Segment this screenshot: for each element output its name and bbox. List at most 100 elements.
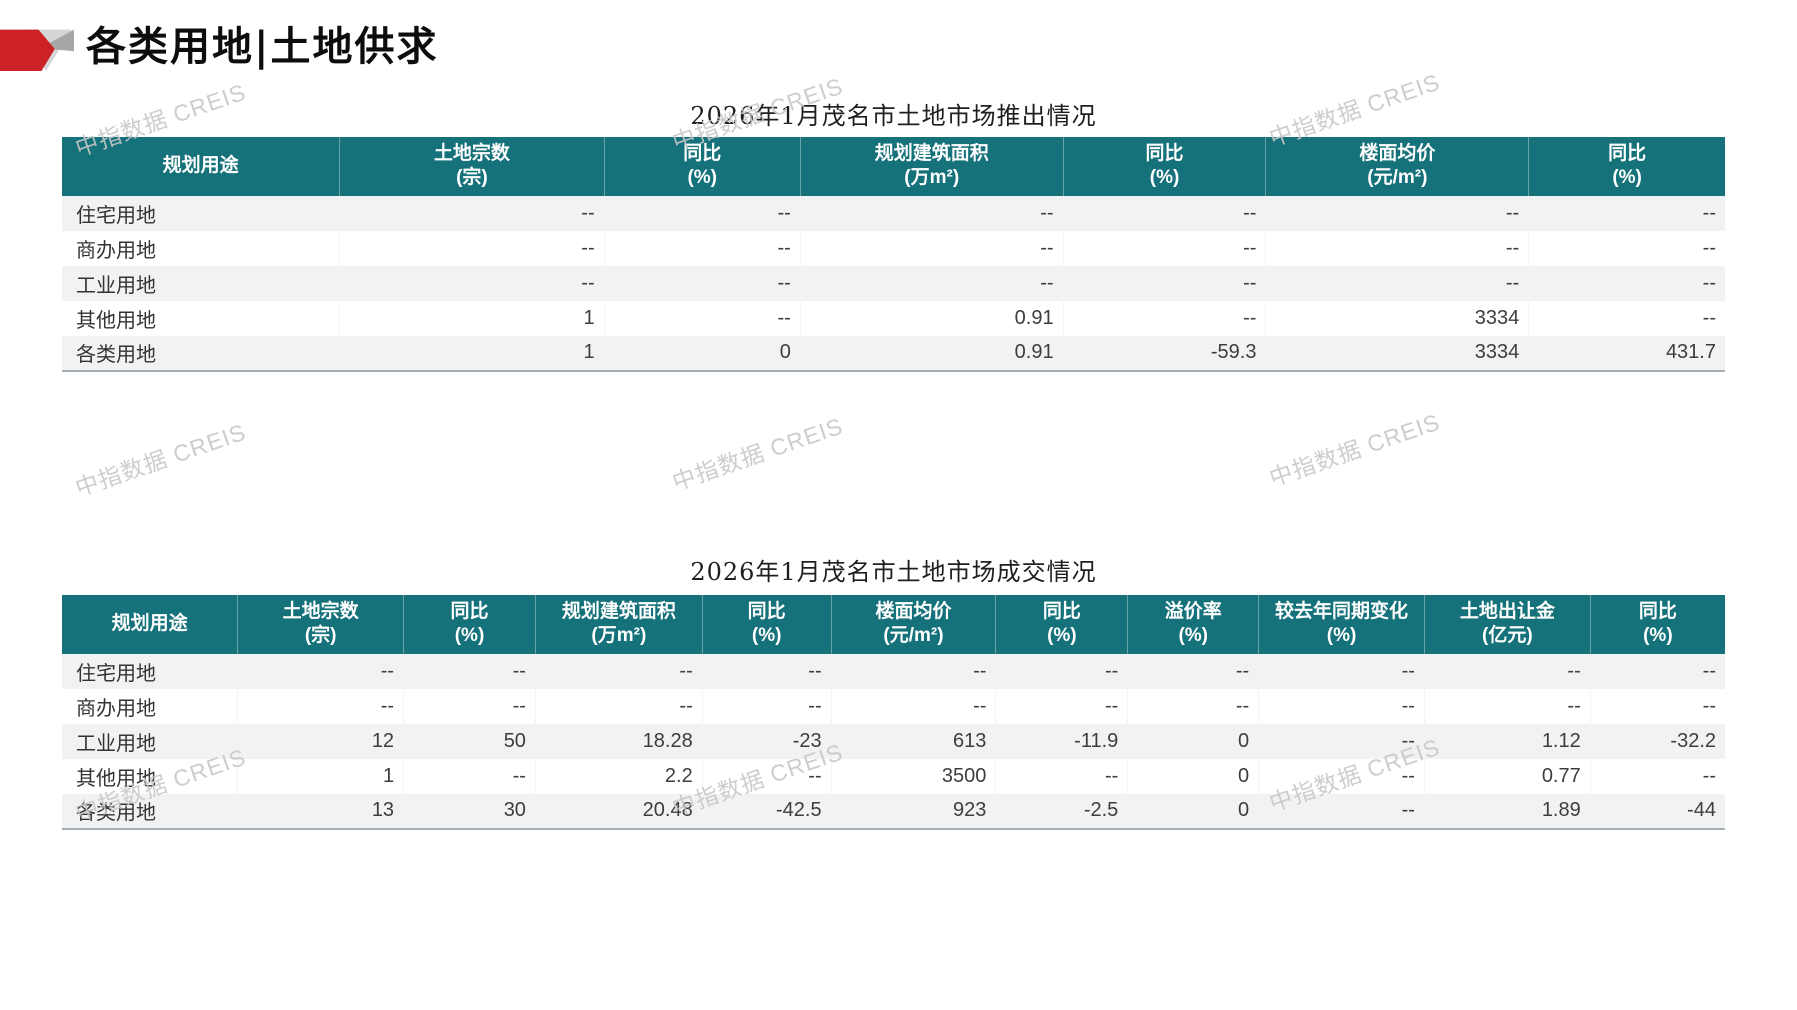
column-header: 楼面均价 (元/m²) [1265,137,1529,196]
column-header: 同比 (%) [603,137,801,196]
table-cell: -11.9 [995,723,1128,759]
supply-table-container: 规划用途 土地宗数 (宗) 同比 (%) 规划建筑面积 (万m²) 同比 (%) 楼面均价 (元/m… [62,137,1725,372]
table-cell: 0.91 [799,335,1064,371]
table-cell: -- [1062,230,1266,266]
row-label: 其他用地 [62,300,340,336]
column-header: 规划用途 [62,137,340,196]
table-cell: 923 [830,793,996,829]
table-cell: 1 [339,335,605,371]
table-cell: -- [1589,688,1725,724]
row-label: 工业用地 [62,723,238,759]
table-cell: -- [1062,195,1266,231]
table-cell: -- [1258,723,1425,759]
watermark: 中指数据 CREIS [71,418,250,502]
table-cell: -44 [1589,793,1725,829]
table-cell: 50 [403,723,536,759]
table-cell: -- [339,265,605,301]
table-row: 工业用地 -- -- -- -- -- -- [62,265,1725,301]
column-header: 规划建筑面积 (万m²) [799,137,1064,196]
column-header: 土地出让金 (亿元) [1423,595,1591,654]
table-cell: -- [1258,793,1425,829]
table-cell: -- [1589,653,1725,689]
table-cell: -- [1258,758,1425,794]
table-cell: -32.2 [1589,723,1725,759]
table-cell: -- [403,653,536,689]
row-label: 工业用地 [62,265,340,301]
table-cell: -- [830,688,996,724]
table-cell: -- [1589,758,1725,794]
table-row: 工业用地 12 50 18.28 -23 613 -11.9 0 -- 1.12 -32.2 [62,723,1725,759]
table-cell: 3334 [1265,300,1529,336]
table-cell: -- [339,195,605,231]
table-cell: -- [799,230,1064,266]
column-header: 楼面均价 (元/m²) [830,595,996,654]
table-title-supply: 2026年1月茂名市土地市场推出情况 [690,102,1097,130]
table-cell: 1.89 [1423,793,1591,829]
page-title: 各类用地|土地供求 [86,23,439,70]
watermark: 中指数据 CREIS [668,412,847,496]
column-header: 同比 (%) [701,595,832,654]
table-cell: 30 [403,793,536,829]
creis-logo [0,27,74,71]
row-label: 商办用地 [62,688,238,724]
row-label: 各类用地 [62,335,340,371]
column-header: 同比 (%) [1589,595,1725,654]
supply-table: 规划用途 土地宗数 (宗) 同比 (%) 规划建筑面积 (万m²) 同比 (%) 楼面均价 (元/m… [62,137,1725,372]
row-label: 住宅用地 [62,195,340,231]
table-cell: -- [1062,300,1266,336]
table-cell: -- [1127,688,1259,724]
table-cell: -- [603,230,801,266]
column-header: 溢价率 (%) [1127,595,1259,654]
table-cell: 3500 [830,758,996,794]
table-cell: -- [534,688,703,724]
table-cell: 2.2 [534,758,703,794]
table-row: 住宅用地 -- -- -- -- -- -- -- -- -- -- [62,653,1725,689]
table-cell: -- [339,230,605,266]
column-header: 土地宗数 (宗) [237,595,404,654]
table-row: 商办用地 -- -- -- -- -- -- [62,230,1725,266]
table-row: 商办用地 -- -- -- -- -- -- -- -- -- -- [62,688,1725,724]
header-row: 规划用途 土地宗数 (宗) 同比 (%) 规划建筑面积 (万m²) 同比 (%) 楼面均价 (元/m… [62,595,1725,654]
table-cell: -- [830,653,996,689]
table-cell: -- [603,195,801,231]
row-label: 住宅用地 [62,653,238,689]
table-cell: -- [701,688,832,724]
table-cell: -- [1127,653,1259,689]
header-row: 规划用途 土地宗数 (宗) 同比 (%) 规划建筑面积 (万m²) 同比 (%) 楼面均价 (元/m… [62,137,1725,196]
column-header: 较去年同期变化 (%) [1258,595,1425,654]
table-cell: -- [1528,265,1725,301]
table-cell: -- [1423,653,1591,689]
table-cell: -- [701,758,832,794]
table-row: 其他用地 1 -- 0.91 -- 3334 -- [62,300,1725,336]
table-cell: 0.91 [799,300,1064,336]
table-cell: 431.7 [1528,335,1725,371]
table-cell: -- [403,758,536,794]
column-header: 同比 (%) [403,595,536,654]
table-cell: -- [237,653,404,689]
table-row: 住宅用地 -- -- -- -- -- -- [62,195,1725,231]
column-header: 规划建筑面积 (万m²) [534,595,703,654]
column-header: 同比 (%) [995,595,1128,654]
table-cell: 13 [237,793,404,829]
table-row: 各类用地 13 30 20.48 -42.5 923 -2.5 0 -- 1.89 -44 [62,793,1725,829]
table-cell: -- [1265,265,1529,301]
column-header: 同比 (%) [1062,137,1266,196]
watermark: 中指数据 CREIS [1265,408,1444,492]
table-cell: 1 [237,758,404,794]
table-cell: 0.77 [1423,758,1591,794]
table-cell: -- [995,688,1128,724]
table-cell: 1.12 [1423,723,1591,759]
table-cell: -- [1258,688,1425,724]
table-cell: -- [995,653,1128,689]
table-cell: 0 [1127,723,1259,759]
table-cell: -59.3 [1062,335,1266,371]
table-cell: 613 [830,723,996,759]
row-label: 商办用地 [62,230,340,266]
column-header: 规划用途 [62,595,238,654]
table-cell: 20.48 [534,793,703,829]
table-cell: -- [1528,300,1725,336]
table-cell: 3334 [1265,335,1529,371]
table-title-transaction: 2026年1月茂名市土地市场成交情况 [690,558,1097,586]
transaction-table-container: 规划用途 土地宗数 (宗) 同比 (%) 规划建筑面积 (万m²) 同比 (%) 楼面均价 (元/m… [62,595,1725,830]
table-cell: -- [403,688,536,724]
